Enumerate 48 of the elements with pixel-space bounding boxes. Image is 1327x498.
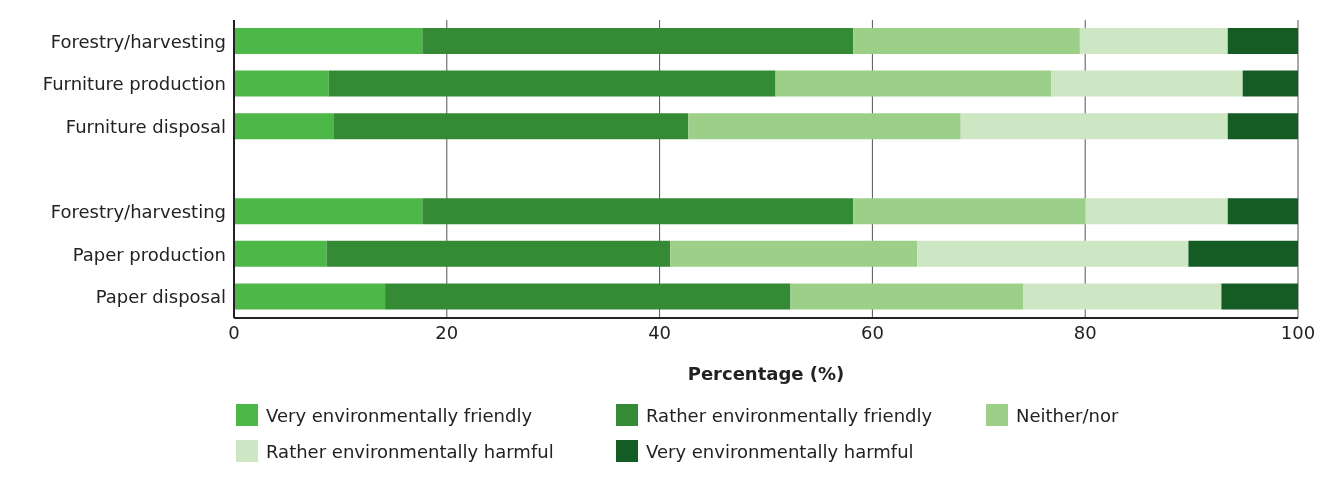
bar — [670, 240, 918, 267]
y-tick-label: Forestry/harvesting — [50, 30, 226, 52]
x-tick-label: 80 — [1073, 321, 1097, 343]
bar — [385, 283, 791, 310]
bar — [234, 240, 327, 267]
bar — [1227, 28, 1298, 54]
bar — [853, 198, 1086, 225]
bar — [1023, 283, 1222, 310]
bar — [234, 28, 423, 54]
bar — [1242, 70, 1298, 97]
y-tick-label: Furniture production — [42, 73, 226, 95]
bar — [334, 113, 689, 140]
x-tick-label: 100 — [1280, 321, 1316, 343]
bar — [422, 198, 854, 225]
bar — [688, 113, 961, 140]
bar — [1221, 283, 1298, 310]
bar — [960, 113, 1228, 140]
bar — [853, 28, 1080, 54]
bar — [1079, 28, 1228, 54]
bar — [234, 198, 423, 225]
legend-label: Rather environmentally harmful — [266, 440, 554, 462]
legend-label: Very environmentally friendly — [266, 404, 533, 426]
bar — [422, 28, 854, 54]
y-tick-label: Paper production — [72, 243, 226, 265]
bar — [328, 70, 776, 97]
bar — [1227, 113, 1298, 140]
bar — [1051, 70, 1243, 97]
x-tick-label: 60 — [860, 321, 884, 343]
legend-label: Rather environmentally friendly — [646, 404, 933, 426]
bar — [917, 240, 1189, 267]
x-tick-label: 40 — [648, 321, 672, 343]
y-tick-label: Forestry/harvesting — [50, 200, 226, 222]
legend-label: Neither/nor — [1016, 404, 1119, 426]
bar — [1227, 198, 1298, 225]
bar — [1188, 240, 1298, 267]
bar — [1085, 198, 1228, 225]
x-tick-label: 20 — [435, 321, 459, 343]
x-tick-label: 0 — [228, 321, 240, 343]
bar — [234, 113, 335, 140]
bar — [234, 70, 329, 97]
bar — [234, 283, 386, 310]
legend-label: Very environmentally harmful — [646, 440, 914, 462]
bar — [790, 283, 1024, 310]
y-tick-label: Furniture disposal — [65, 115, 226, 137]
x-axis-title: Percentage (%) — [687, 363, 845, 384]
y-tick-label: Paper disposal — [95, 286, 226, 308]
bar — [775, 70, 1052, 97]
bar — [326, 240, 671, 267]
